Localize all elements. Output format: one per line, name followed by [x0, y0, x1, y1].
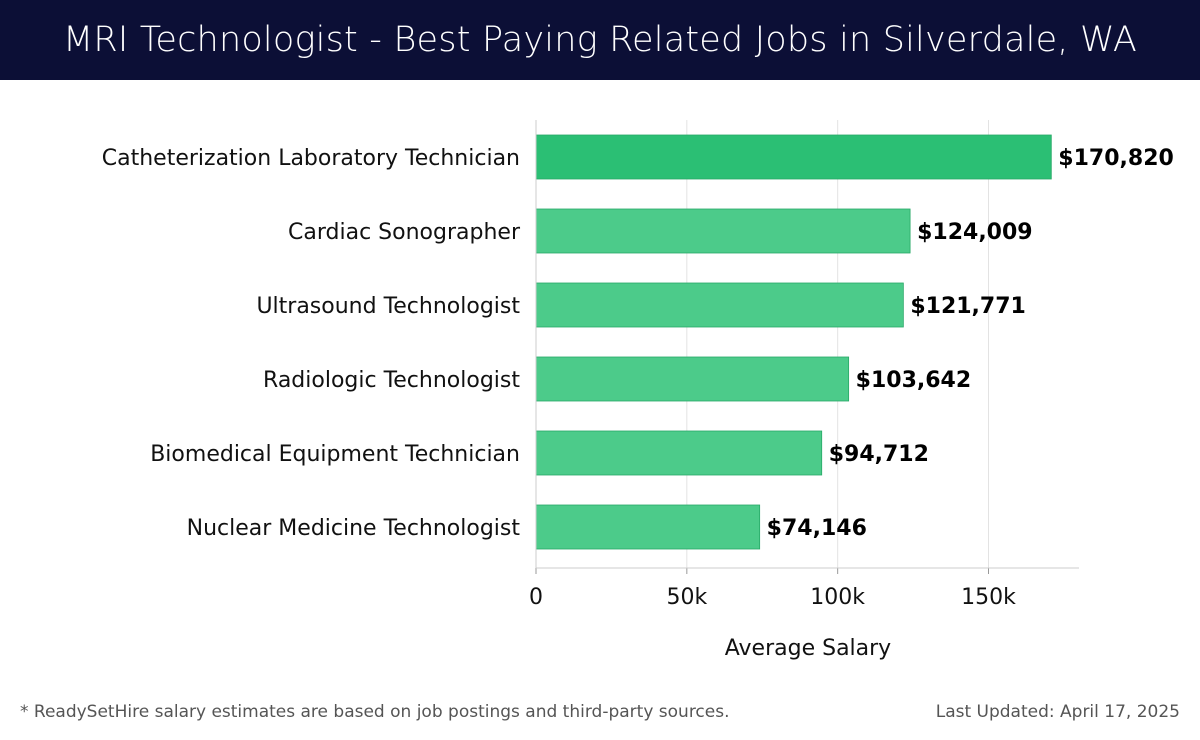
bar — [535, 430, 823, 476]
value-label: $94,712 — [829, 442, 929, 467]
category-label: Catheterization Laboratory Technician — [102, 146, 520, 171]
value-label: $124,009 — [917, 220, 1033, 245]
x-tick-label: 100k — [810, 585, 865, 610]
x-axis: 0 50k 100k 150k — [529, 120, 1079, 610]
bar — [535, 208, 911, 254]
category-label: Cardiac Sonographer — [288, 220, 521, 245]
x-tick-label: 0 — [529, 585, 543, 610]
bar — [535, 282, 904, 328]
category-label: Biomedical Equipment Technician — [150, 442, 520, 467]
last-updated: Last Updated: April 17, 2025 — [935, 702, 1180, 722]
bar — [535, 134, 1052, 180]
bar — [535, 356, 850, 402]
bar — [535, 504, 761, 550]
value-label: $170,820 — [1058, 146, 1174, 171]
category-label: Radiologic Technologist — [263, 368, 520, 393]
header-banner: MRI Technologist - Best Paying Related J… — [0, 0, 1200, 80]
value-label: $74,146 — [767, 516, 867, 541]
category-label: Nuclear Medicine Technologist — [187, 516, 521, 541]
x-tick-label: 50k — [666, 585, 707, 610]
x-axis-label: Average Salary — [725, 636, 891, 661]
page-title: MRI Technologist - Best Paying Related J… — [62, 20, 1137, 60]
category-label: Ultrasound Technologist — [256, 294, 520, 319]
salary-bar-chart: Catheterization Laboratory Technician $17… — [102, 120, 1174, 661]
footer-note: * ReadySetHire salary estimates are base… — [20, 702, 730, 722]
grid-lines — [535, 120, 989, 568]
x-tick-label: 150k — [961, 585, 1016, 610]
bars: Catheterization Laboratory Technician $17… — [102, 134, 1174, 550]
value-label: $121,771 — [910, 294, 1026, 319]
value-label: $103,642 — [856, 368, 972, 393]
